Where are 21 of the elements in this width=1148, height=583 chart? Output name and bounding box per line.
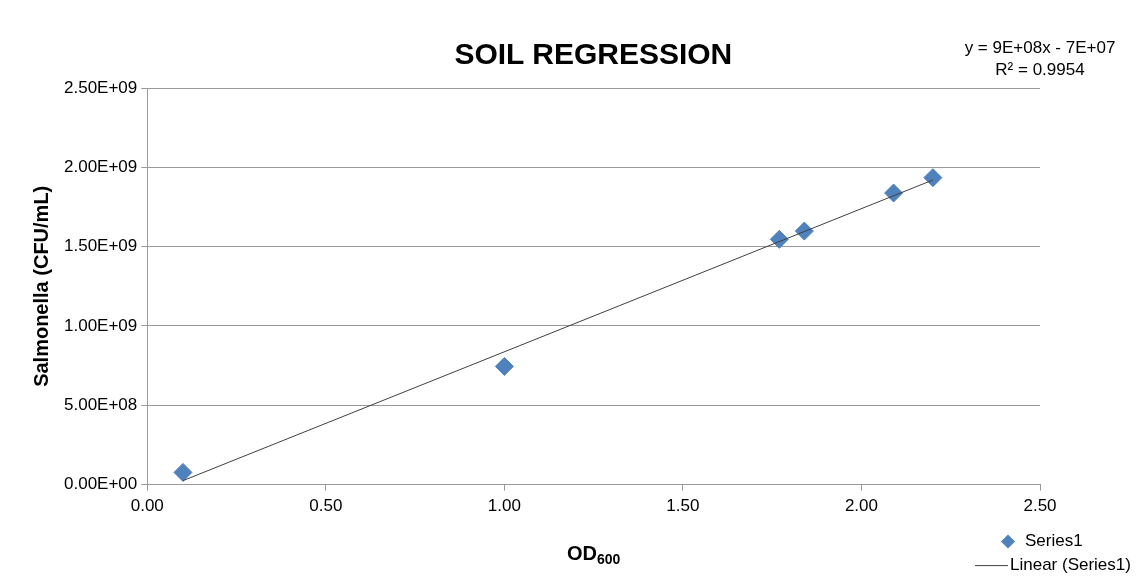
legend-label: Linear (Series1) [1010,555,1131,575]
x-tick-label: 1.50 [666,496,700,516]
point [173,462,193,482]
legend-label: Series1 [1025,531,1083,551]
y-tick-label: 2.00E+09 [64,157,138,177]
point [923,168,943,188]
x-tick-label: 2.00 [844,496,878,516]
x-tick-label: 0.00 [130,496,164,516]
y-axis-title: Salmonella (CFU/mL) [29,185,52,387]
y-tick-label: 1.50E+09 [64,236,138,256]
y-tick-label: 2.50E+09 [64,77,138,97]
x-tick-label: 0.50 [309,496,343,516]
chart-title: SOIL REGRESSION [454,37,733,71]
y-tick-label: 1.00E+09 [64,315,138,335]
x-tick-label: 2.50 [1023,496,1057,516]
text: R² = 0.9954 [995,59,1085,79]
text: y = 9E+08x - 7E+07 [964,37,1116,57]
y-tick-label: 5.00E+08 [64,394,138,414]
y-tick-label: 0.00E+00 [64,474,138,494]
point [494,356,514,376]
x-tick-label: 1.00 [487,496,521,516]
